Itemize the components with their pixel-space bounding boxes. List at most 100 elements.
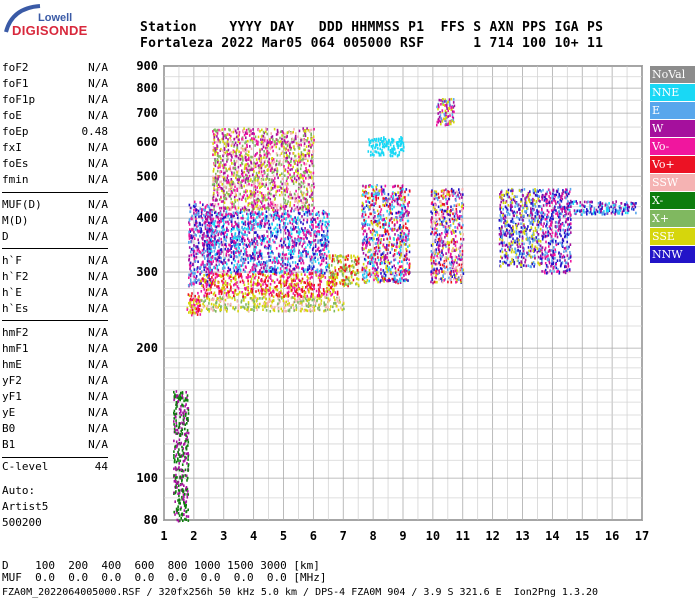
echo-point [213,231,215,234]
echo-point [395,218,398,221]
echo-point [341,308,344,312]
echo-point [270,160,273,164]
echo-point [241,235,244,238]
echo-point [265,309,268,312]
echo-point [194,294,196,298]
echo-point [204,249,207,253]
echo-point [205,283,208,286]
echo-point [243,193,245,197]
echo-point [375,249,377,253]
echo-point [394,233,396,236]
echo-point [377,246,380,249]
echo-point [218,206,221,210]
echo-point [254,248,257,251]
echo-point [311,203,313,207]
echo-point [288,231,290,235]
echo-point [257,176,259,179]
echo-point [259,225,261,229]
echo-point [315,231,318,234]
echo-point [208,206,211,210]
echo-point [221,183,224,186]
echo-point [397,234,399,237]
echo-point [210,220,212,223]
echo-point [257,164,260,167]
echo-point [201,219,204,222]
echo-point [220,226,223,229]
echo-point [318,297,320,300]
echo-point [230,159,232,162]
echo-point [258,210,260,213]
echo-point [306,187,308,191]
echo-point [302,157,305,161]
echo-point [292,219,294,223]
param-value: N/A [88,214,108,227]
param-value: N/A [88,390,108,403]
echo-point [219,211,222,215]
echo-point [404,268,406,272]
echo-point [254,164,256,168]
echo-point [272,182,275,185]
echo-point [310,195,312,199]
echo-point [336,297,338,301]
echo-point [228,249,230,252]
echo-point [297,226,299,229]
echo-point [192,249,195,252]
echo-point [316,225,319,228]
echo-point [408,269,410,272]
echo-point [363,280,366,283]
echo-point [246,189,248,193]
echo-point [310,218,312,222]
echo-point [193,244,195,247]
echo-point [269,286,271,290]
echo-point [260,224,263,228]
echo-point [356,269,359,272]
echo-point [292,279,295,282]
echo-point [361,246,364,250]
echo-point [266,260,268,263]
echo-point [271,159,274,162]
echo-point [286,273,288,276]
echo-point [266,301,268,305]
echo-point [269,270,271,273]
echo-point [284,221,287,225]
echo-point [266,177,268,180]
echo-point [243,249,246,252]
echo-point [344,275,347,279]
echo-point [247,230,250,234]
echo-point [320,249,322,253]
echo-point [217,183,220,186]
echo-point [273,227,275,231]
echo-point [384,202,387,205]
echo-point [311,160,313,163]
echo-point [312,226,314,229]
echo-point [236,272,239,276]
echo-point [260,283,262,287]
echo-point [327,297,330,300]
echo-point [290,306,292,309]
echo-point [291,141,293,144]
echo-point [234,251,236,254]
echo-point [283,306,286,310]
echo-point [248,270,251,274]
echo-point [262,292,265,296]
echo-point [259,220,262,223]
echo-point [276,189,279,193]
echo-point [273,143,276,146]
echo-point [224,128,226,131]
echo-point [301,245,303,248]
echo-point [301,301,303,304]
echo-point [276,223,279,227]
param-value: N/A [88,230,108,243]
echo-point [311,258,313,262]
echo-point [265,156,268,159]
echo-point [223,163,225,167]
echo-point [284,207,286,210]
echo-point [237,175,240,178]
param-row: M(D) N/A [2,214,108,228]
echo-point [330,305,332,308]
echo-point [310,145,312,148]
echo-point [281,309,284,313]
echo-point [287,235,289,239]
echo-point [311,248,314,252]
echo-point [284,243,287,247]
